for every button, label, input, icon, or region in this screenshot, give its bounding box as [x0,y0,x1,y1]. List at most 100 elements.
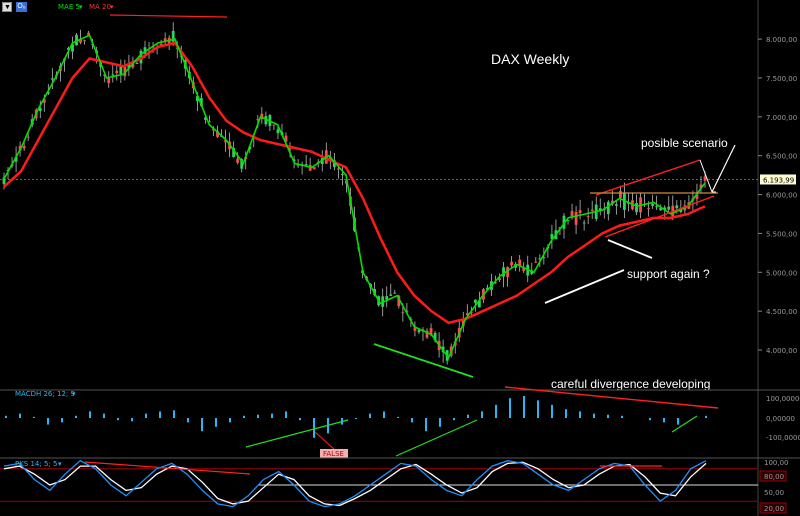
pks-tick-label: 20,00 [764,505,784,513]
candle-body [232,148,236,157]
false-tag-box [320,449,348,458]
macd-bar [173,410,175,418]
candle-body [695,194,699,199]
candle-body [236,158,240,163]
candle-body [522,267,526,271]
macd-bar [677,418,679,425]
candle-body [71,44,74,52]
candle-body [272,124,276,126]
candle-body [276,129,280,134]
support-arrow-2 [607,239,653,259]
candle-body [200,98,203,107]
candle-body [312,167,316,170]
candle-body [679,209,683,212]
candle-body [606,201,610,214]
macd-bar [131,418,133,422]
candle-body [469,311,473,313]
macd-bar [551,404,553,418]
macd-dropdown-icon[interactable]: ▾ [72,390,76,398]
candle-body [264,116,268,125]
candle-body [502,267,505,277]
macd-bar [5,415,7,418]
price-tick-label: 6.500,00 [766,153,797,161]
macd-bar [481,411,483,418]
candle-body [127,64,131,69]
macd-bar [411,418,413,423]
candle-body [2,177,6,185]
candle-body [111,74,115,76]
price-tick-label: 5.000,00 [766,269,797,277]
candle-body [647,207,650,209]
candle-body [618,190,622,198]
candle-body [473,299,477,303]
pks-divergence-line-1 [84,461,251,475]
candle-body [667,206,671,210]
candle-body [304,164,308,166]
pks-tick-label: 50,00 [764,489,784,497]
macd-bar [467,414,469,418]
candle-body [550,234,554,240]
candle-body [208,121,211,123]
candle-body [87,32,91,37]
bottom-divergence-line [373,343,474,378]
macd-bar [397,416,399,418]
ma-long-line [3,41,706,325]
candle-body [675,205,679,209]
candle-body [131,63,135,68]
macd-bar [61,418,63,423]
macd-bar [19,413,21,418]
false-pointer [314,431,336,451]
candle-body [216,130,219,137]
candle-body [429,328,433,335]
candle-body [26,136,30,138]
candle-body [115,70,119,73]
macd-bar [229,418,231,423]
candle-body [14,156,18,162]
ma-long-dropdown-icon[interactable]: ▾ [110,3,114,11]
macd-bar [369,413,371,418]
candle-body [195,96,199,102]
app-logo: O₀ [16,2,27,12]
channel-lower-line [604,195,715,238]
candle-body [401,312,405,314]
candle-body [534,261,538,263]
ma-short-dropdown-icon[interactable]: ▾ [79,3,83,11]
macd-label: MACDH 26; 12; 9 [15,390,75,398]
macd-divergence-line [504,386,719,409]
candle-body [123,66,127,77]
chart-title: DAX Weekly [491,51,569,67]
candle-body [212,128,215,131]
macd-bar [201,418,203,432]
macd-bar [285,411,287,418]
macd-bar [439,418,441,427]
macd-tick-label: -100,00000 [766,434,800,442]
macd-bar [523,396,525,418]
macd-bar [103,413,105,418]
pks-dropdown-icon[interactable]: ▾ [58,460,62,468]
pks-tick-label: 80,00 [764,473,784,481]
candle-body [135,63,139,65]
macd-bar [607,414,609,418]
candle-body [336,168,340,170]
candle-body [46,92,50,94]
candle-body [663,207,667,210]
menu-button[interactable]: ▼ [2,2,12,12]
chevron-down-icon: ▼ [4,4,11,11]
candle-body [385,296,389,300]
macd-green-line-2 [395,419,478,457]
last-price-tag [760,174,796,185]
candle-body [159,43,163,45]
candle-body [506,267,509,278]
price-tick-label: 7.000,00 [766,114,797,122]
macd-bar [425,418,427,432]
candle-body [107,76,111,84]
candle-body [413,327,417,331]
last-price-label: 6.193,99 [763,176,794,184]
candle-body [389,294,393,296]
macd-bar [593,413,595,418]
macd-bar [299,418,301,421]
candle-body [590,209,594,211]
macd-bar [117,418,119,421]
